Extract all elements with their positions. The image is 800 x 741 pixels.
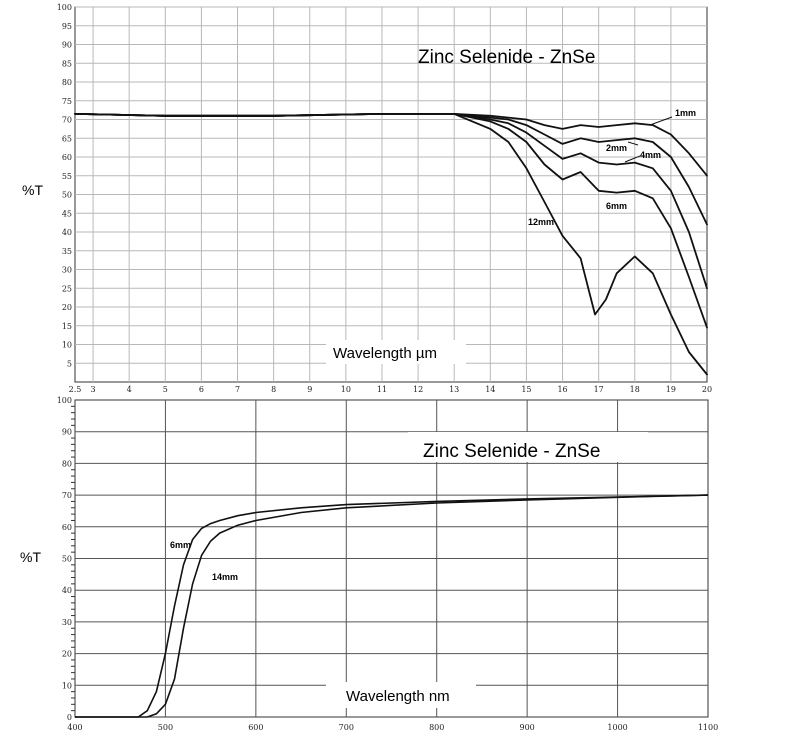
x-tick-label: 7 — [235, 385, 240, 394]
x-axis-label-background — [326, 682, 476, 708]
x-tick-label: 19 — [666, 385, 676, 394]
series-line-12mm — [74, 113, 708, 376]
chart-title: Zinc Selenide - ZnSe — [423, 441, 600, 462]
y-tick-label: 15 — [62, 322, 72, 331]
y-tick-label: 60 — [62, 523, 72, 532]
x-axis-label: Wavelength µm — [333, 345, 437, 362]
series-label-4mm: 4mm — [640, 150, 661, 160]
y-tick-label: 75 — [62, 97, 72, 106]
y-tick-label: 30 — [62, 618, 72, 627]
y-tick-label: 10 — [62, 681, 72, 690]
series-group — [74, 113, 708, 376]
y-ticks: 5 10 15 20 25 30 35 40 45 50 55 60 65 70 75 80 85 90 95 100 — [57, 3, 72, 368]
series-label-6mm: 6mm — [606, 201, 627, 211]
y-tick-label: 20 — [62, 650, 72, 659]
x-tick-label: 9 — [307, 385, 312, 394]
label-leader-2mm — [627, 141, 639, 146]
y-tick-label: 5 — [67, 359, 72, 368]
y-axis-label: %T — [22, 182, 43, 198]
y-tick-label: 80 — [62, 78, 72, 87]
y-tick-label: 45 — [62, 209, 72, 218]
x-tick-label: 2.5 — [69, 385, 82, 394]
y-tick-label: 70 — [62, 116, 72, 125]
x-tick-label: 20 — [702, 385, 712, 394]
series-label-6mm: 6mm — [170, 540, 191, 550]
x-tick-label: 13 — [449, 385, 459, 394]
y-tick-label: 100 — [57, 396, 72, 405]
x-tick-label: 11 — [377, 385, 387, 394]
y-tick-label: 100 — [57, 3, 72, 12]
x-tick-label: 8 — [271, 385, 276, 394]
ir-transmission-chart: 5101520253035404550556065707580859095100… — [22, 3, 712, 394]
x-tick-label: 17 — [594, 385, 604, 394]
y-tick-label: 40 — [62, 228, 72, 237]
chart-title: Zinc Selenide - ZnSe — [418, 47, 595, 68]
y-tick-label: 20 — [62, 303, 72, 312]
x-ticks: 2.5 3 4 5 6 7 8 9 10 11 12 13 14 15 16 17 18 19 20 — [69, 385, 712, 394]
grid — [75, 400, 708, 717]
y-tick-label: 80 — [62, 459, 72, 468]
x-tick-label: 700 — [339, 723, 354, 732]
series-label-14mm: 14mm — [212, 572, 238, 582]
y-tick-label: 55 — [62, 172, 72, 181]
y-tick-label: 30 — [62, 266, 72, 275]
x-tick-label: 15 — [521, 385, 531, 394]
y-tick-label: 90 — [62, 41, 72, 50]
x-tick-label: 1100 — [698, 723, 718, 732]
y-tick-label: 25 — [62, 284, 72, 293]
y-tick-label: 85 — [62, 59, 72, 68]
x-tick-label: 1000 — [607, 723, 627, 732]
series-line-6mm — [75, 494, 709, 718]
y-tick-label: 70 — [62, 491, 72, 500]
x-tick-label: 6 — [199, 385, 204, 394]
x-axis-label: Wavelength nm — [346, 688, 450, 705]
x-tick-label: 14 — [485, 385, 495, 394]
y-tick-label: 50 — [62, 191, 72, 200]
y-tick-label: 35 — [62, 247, 72, 256]
x-tick-label: 900 — [520, 723, 535, 732]
x-tick-label: 5 — [163, 385, 168, 394]
x-axis-label-background — [326, 340, 466, 364]
x-tick-label: 10 — [341, 385, 351, 394]
y-tick-label: 40 — [62, 586, 72, 595]
y-axis-label: %T — [20, 549, 41, 565]
visible-transmission-chart: 0 10 20 30 40 50 60 70 80 90 100 400 500 600 700 800 90… — [20, 396, 718, 732]
x-tick-label: 18 — [630, 385, 640, 394]
x-tick-label: 600 — [248, 723, 263, 732]
label-leader-1mm — [649, 116, 673, 126]
y-tick-label: 10 — [62, 341, 72, 350]
y-tick-label: 90 — [62, 428, 72, 437]
title-background — [408, 432, 648, 462]
series-group — [75, 494, 709, 718]
x-tick-label: 400 — [67, 723, 82, 732]
y-tick-label: 60 — [62, 153, 72, 162]
series-label-2mm: 2mm — [606, 143, 627, 153]
x-tick-label: 800 — [429, 723, 444, 732]
label-leader-4mm — [624, 155, 641, 163]
y-tick-label: 65 — [62, 134, 72, 143]
series-line-14mm — [75, 494, 709, 718]
series-label-1mm: 1mm — [675, 108, 696, 118]
x-tick-label: 4 — [127, 385, 132, 394]
x-tick-label: 12 — [413, 385, 423, 394]
y-tick-label: 50 — [62, 555, 72, 564]
x-ticks: 400 500 600 700 800 900 1000 1100 — [67, 723, 718, 732]
series-label-12mm: 12mm — [528, 217, 554, 227]
y-tick-label: 95 — [62, 22, 72, 31]
x-tick-label: 16 — [557, 385, 567, 394]
x-tick-label: 500 — [158, 723, 173, 732]
grid — [75, 6, 707, 382]
y-tick-label: 0 — [67, 713, 72, 722]
x-tick-label: 3 — [91, 385, 96, 394]
y-ticks: 0 10 20 30 40 50 60 70 80 90 100 — [57, 396, 75, 722]
